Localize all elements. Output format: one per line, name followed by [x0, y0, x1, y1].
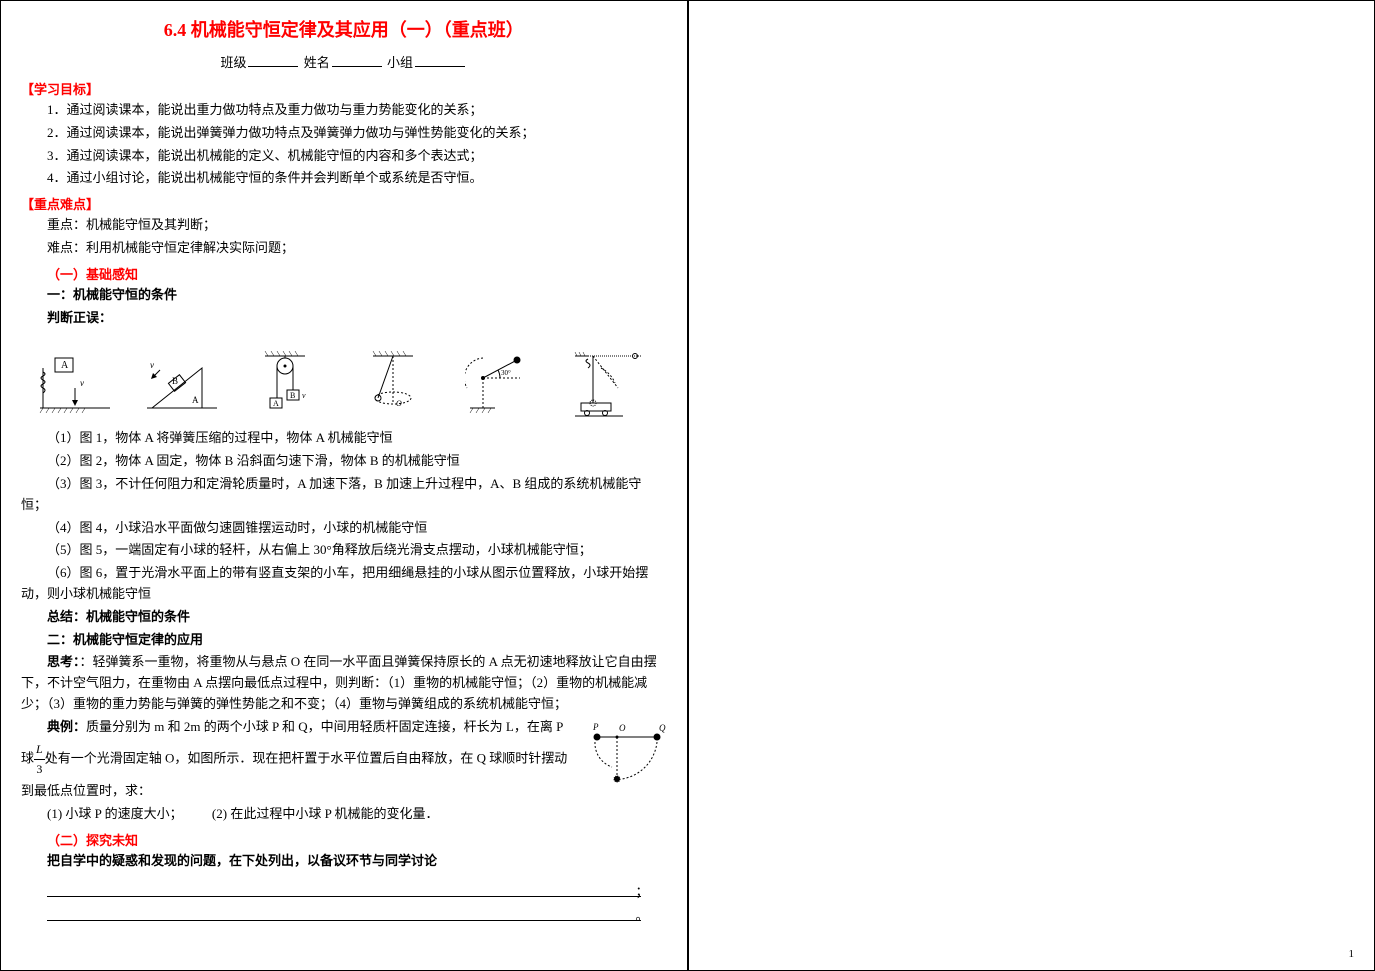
example-block: 典例：质量分别为 m 和 2m 的两个小球 P 和 Q，中间用轻质杆固定连接，杆… [21, 717, 667, 738]
write-line-2: 。 [47, 897, 641, 921]
diagram-6 [573, 348, 653, 418]
think-content: ：轻弹簧系一重物，将重物从与悬点 O 在同一水平面且弹簧保持原长的 A 点无初速… [21, 654, 657, 711]
example-content-2: 处有一个光滑固定轴 O，如图所示．现在把杆置于水平位置后自由释放，在 Q 球顺时… [45, 750, 568, 765]
explore-header: （二）探究未知 [21, 830, 667, 849]
learning-goals-header: 【学习目标】 [21, 79, 667, 98]
page-number: 1 [1349, 948, 1355, 960]
think-label: 思考： [47, 654, 80, 669]
group-blank [415, 66, 465, 67]
name-blank [332, 66, 382, 67]
diagram-3: A B v [250, 348, 330, 418]
right-page: 1 [688, 0, 1375, 971]
d2-label-v: v [150, 360, 154, 370]
key-point-1: 重点：机械能守恒及其判断； [21, 215, 667, 236]
example-diagram: P O Q [587, 717, 667, 797]
basic-knowledge-header: （一）基础感知 [21, 264, 667, 283]
d3-label-v: v [302, 391, 306, 400]
judge-label: 判断正误： [21, 308, 667, 329]
example-content-3: 到最低点位置时，求： [21, 781, 667, 802]
ex-label-P: P [592, 722, 599, 732]
header-fields: 班级 姓名 小组 [21, 52, 667, 71]
judgment-4: （4）图 4，小球沿水平面做匀速圆锥摆运动时，小球的机械能守恒 [21, 518, 667, 539]
write-line-1: ； [47, 873, 641, 897]
class-blank [248, 66, 298, 67]
judgment-3: （3）图 3，不计任何阻力和定滑轮质量时，A 加速下落，B 加速上升过程中，A、… [21, 474, 667, 516]
class-label: 班级 [220, 55, 246, 70]
fraction: L3 [34, 740, 45, 779]
explore-content: 把自学中的疑惑和发现的问题，在下处列出，以备议环节与同学讨论 [21, 851, 667, 872]
judgment-5: （5）图 5，一端固定有小球的轻杆，从右偏上 30°角释放后绕光滑支点摆动，小球… [21, 540, 667, 561]
goal-3: 3．通过阅读课本，能说出机械能的定义、机械能守恒的内容和多个表达式； [21, 146, 667, 167]
diagram-1: A v [35, 348, 115, 418]
example-line-2: 球L3处有一个光滑固定轴 O，如图所示．现在把杆置于水平位置后自由释放，在 Q … [21, 740, 667, 779]
think-block: 思考：：轻弹簧系一重物，将重物从与悬点 O 在同一水平面且弹簧保持原长的 A 点… [21, 652, 667, 714]
group-label: 小组 [387, 55, 413, 70]
d3-label-B: B [290, 391, 295, 400]
diagram-2: B A v [142, 348, 222, 418]
example-questions: (1) 小球 P 的速度大小； (2) 在此过程中小球 P 机械能的变化量． [21, 804, 667, 825]
diagrams-row: A v B A v [21, 338, 667, 418]
subheader-2: 二：机械能守恒定律的应用 [21, 630, 667, 651]
name-label: 姓名 [304, 55, 330, 70]
left-page: 6.4 机械能守恒定律及其应用（一）（重点班） 班级 姓名 小组 【学习目标】 … [0, 0, 688, 971]
subheader-1: 一：机械能守恒的条件 [21, 285, 667, 306]
judgment-6: （6）图 6，置于光滑水平面上的带有竖直支架的小车，把用细绳悬挂的小球从图示位置… [21, 563, 667, 605]
ex-label-O: O [619, 723, 626, 733]
goal-1: 1．通过阅读课本，能说出重力做功特点及重力做功与重力势能变化的关系； [21, 100, 667, 121]
d5-label-30: 30° [501, 369, 511, 377]
ex-label-Q: Q [659, 723, 666, 733]
key-points-header: 【重点难点】 [21, 194, 667, 213]
diagram-5: 30° [465, 348, 545, 418]
fraction-prefix: 球 [21, 750, 34, 765]
judgment-1: （1）图 1，物体 A 将弹簧压缩的过程中，物体 A 机械能守恒 [21, 428, 667, 449]
summary: 总结：机械能守恒的条件 [21, 607, 667, 628]
example-content-1: 质量分别为 m 和 2m 的两个小球 P 和 Q，中间用轻质杆固定连接，杆长为 … [86, 719, 563, 734]
goal-2: 2．通过阅读课本，能说出弹簧弹力做功特点及弹簧弹力做功与弹性势能变化的关系； [21, 123, 667, 144]
d2-label-A: A [192, 395, 199, 405]
d1-label-A: A [61, 360, 69, 371]
document-title: 6.4 机械能守恒定律及其应用（一）（重点班） [21, 16, 667, 42]
example-q1: (1) 小球 P 的速度大小； [47, 806, 183, 821]
d2-label-B: B [172, 376, 178, 386]
judgment-2: （2）图 2，物体 A 固定，物体 B 沿斜面匀速下滑，物体 B 的机械能守恒 [21, 451, 667, 472]
key-point-2: 难点：利用机械能守恒定律解决实际问题； [21, 238, 667, 259]
d1-label-v: v [80, 378, 84, 388]
goal-4: 4．通过小组讨论，能说出机械能守恒的条件并会判断单个或系统是否守恒。 [21, 168, 667, 189]
d3-label-A: A [273, 399, 279, 408]
example-label: 典例： [47, 719, 86, 734]
example-q2: (2) 在此过程中小球 P 机械能的变化量． [212, 806, 439, 821]
diagram-4: O [358, 348, 438, 418]
d4-label-O: O [396, 399, 402, 408]
